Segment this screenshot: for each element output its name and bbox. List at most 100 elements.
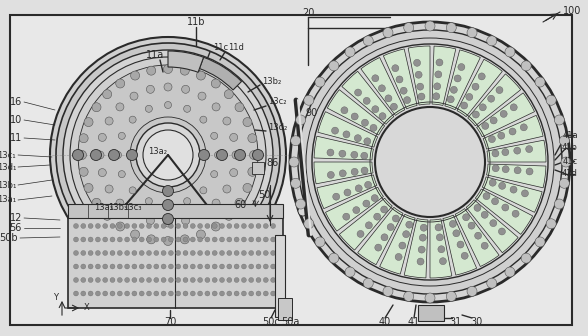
Circle shape (374, 213, 380, 220)
Circle shape (249, 291, 253, 296)
Circle shape (109, 150, 119, 161)
Circle shape (243, 183, 252, 193)
Circle shape (145, 198, 152, 205)
Circle shape (546, 95, 556, 105)
Circle shape (199, 150, 209, 161)
Wedge shape (483, 115, 543, 149)
Circle shape (183, 237, 188, 242)
Circle shape (219, 237, 225, 242)
Circle shape (74, 264, 79, 269)
Text: 13c₁: 13c₁ (0, 151, 16, 160)
Circle shape (372, 106, 379, 113)
Circle shape (403, 230, 410, 238)
Circle shape (270, 237, 276, 242)
Circle shape (256, 223, 261, 228)
Circle shape (341, 107, 348, 114)
Text: 86: 86 (266, 158, 278, 168)
Circle shape (182, 85, 189, 93)
Circle shape (466, 93, 473, 100)
Wedge shape (487, 140, 546, 162)
Circle shape (361, 152, 368, 159)
Circle shape (446, 23, 456, 33)
Circle shape (535, 77, 545, 87)
Circle shape (242, 291, 246, 296)
Circle shape (161, 278, 166, 283)
Circle shape (98, 169, 106, 177)
Circle shape (256, 237, 261, 242)
Circle shape (154, 291, 159, 296)
Circle shape (385, 95, 392, 102)
Wedge shape (339, 198, 392, 250)
Circle shape (183, 223, 188, 228)
Circle shape (162, 185, 173, 197)
Circle shape (481, 211, 488, 218)
Circle shape (198, 210, 206, 218)
Circle shape (436, 59, 443, 66)
Circle shape (211, 222, 220, 231)
Circle shape (84, 118, 93, 127)
Circle shape (219, 251, 225, 255)
Circle shape (110, 223, 115, 228)
Circle shape (492, 165, 499, 172)
Circle shape (249, 151, 259, 160)
Circle shape (270, 291, 276, 296)
Circle shape (163, 237, 172, 246)
Circle shape (365, 222, 372, 229)
Circle shape (78, 65, 258, 245)
Bar (275, 235, 285, 317)
Circle shape (211, 171, 218, 178)
Circle shape (125, 291, 129, 296)
Wedge shape (455, 209, 499, 266)
Circle shape (435, 224, 442, 231)
Circle shape (79, 167, 88, 176)
Circle shape (95, 278, 101, 283)
Circle shape (396, 76, 403, 83)
Circle shape (436, 234, 443, 241)
Wedge shape (432, 46, 456, 106)
Circle shape (88, 223, 93, 228)
Circle shape (129, 116, 136, 123)
Circle shape (118, 132, 125, 139)
Circle shape (154, 264, 159, 269)
Circle shape (327, 149, 334, 156)
Circle shape (439, 258, 446, 265)
Circle shape (406, 221, 413, 228)
Circle shape (125, 223, 129, 228)
Wedge shape (477, 93, 534, 137)
Circle shape (298, 30, 562, 294)
Circle shape (522, 190, 529, 197)
Circle shape (98, 133, 106, 141)
Circle shape (234, 237, 239, 242)
Circle shape (118, 171, 125, 178)
Circle shape (125, 278, 129, 283)
Circle shape (502, 204, 509, 211)
Circle shape (131, 71, 139, 80)
Circle shape (105, 117, 113, 125)
Circle shape (146, 278, 152, 283)
Circle shape (561, 157, 571, 167)
Circle shape (457, 241, 464, 248)
Circle shape (489, 179, 496, 186)
Circle shape (176, 291, 181, 296)
Circle shape (242, 237, 246, 242)
Text: 60: 60 (234, 200, 246, 210)
Circle shape (88, 237, 93, 242)
Circle shape (205, 278, 210, 283)
Wedge shape (358, 207, 403, 265)
Circle shape (219, 264, 225, 269)
Circle shape (438, 246, 445, 253)
Text: 13d₁: 13d₁ (0, 163, 16, 171)
Circle shape (487, 278, 497, 288)
Circle shape (418, 246, 425, 253)
Circle shape (88, 264, 93, 269)
Circle shape (235, 150, 246, 161)
Circle shape (420, 224, 427, 231)
Circle shape (371, 195, 378, 202)
Circle shape (559, 136, 569, 146)
Circle shape (417, 83, 424, 90)
Circle shape (130, 92, 138, 100)
Wedge shape (443, 215, 477, 275)
Circle shape (115, 152, 122, 159)
Circle shape (212, 223, 217, 228)
Circle shape (227, 291, 232, 296)
